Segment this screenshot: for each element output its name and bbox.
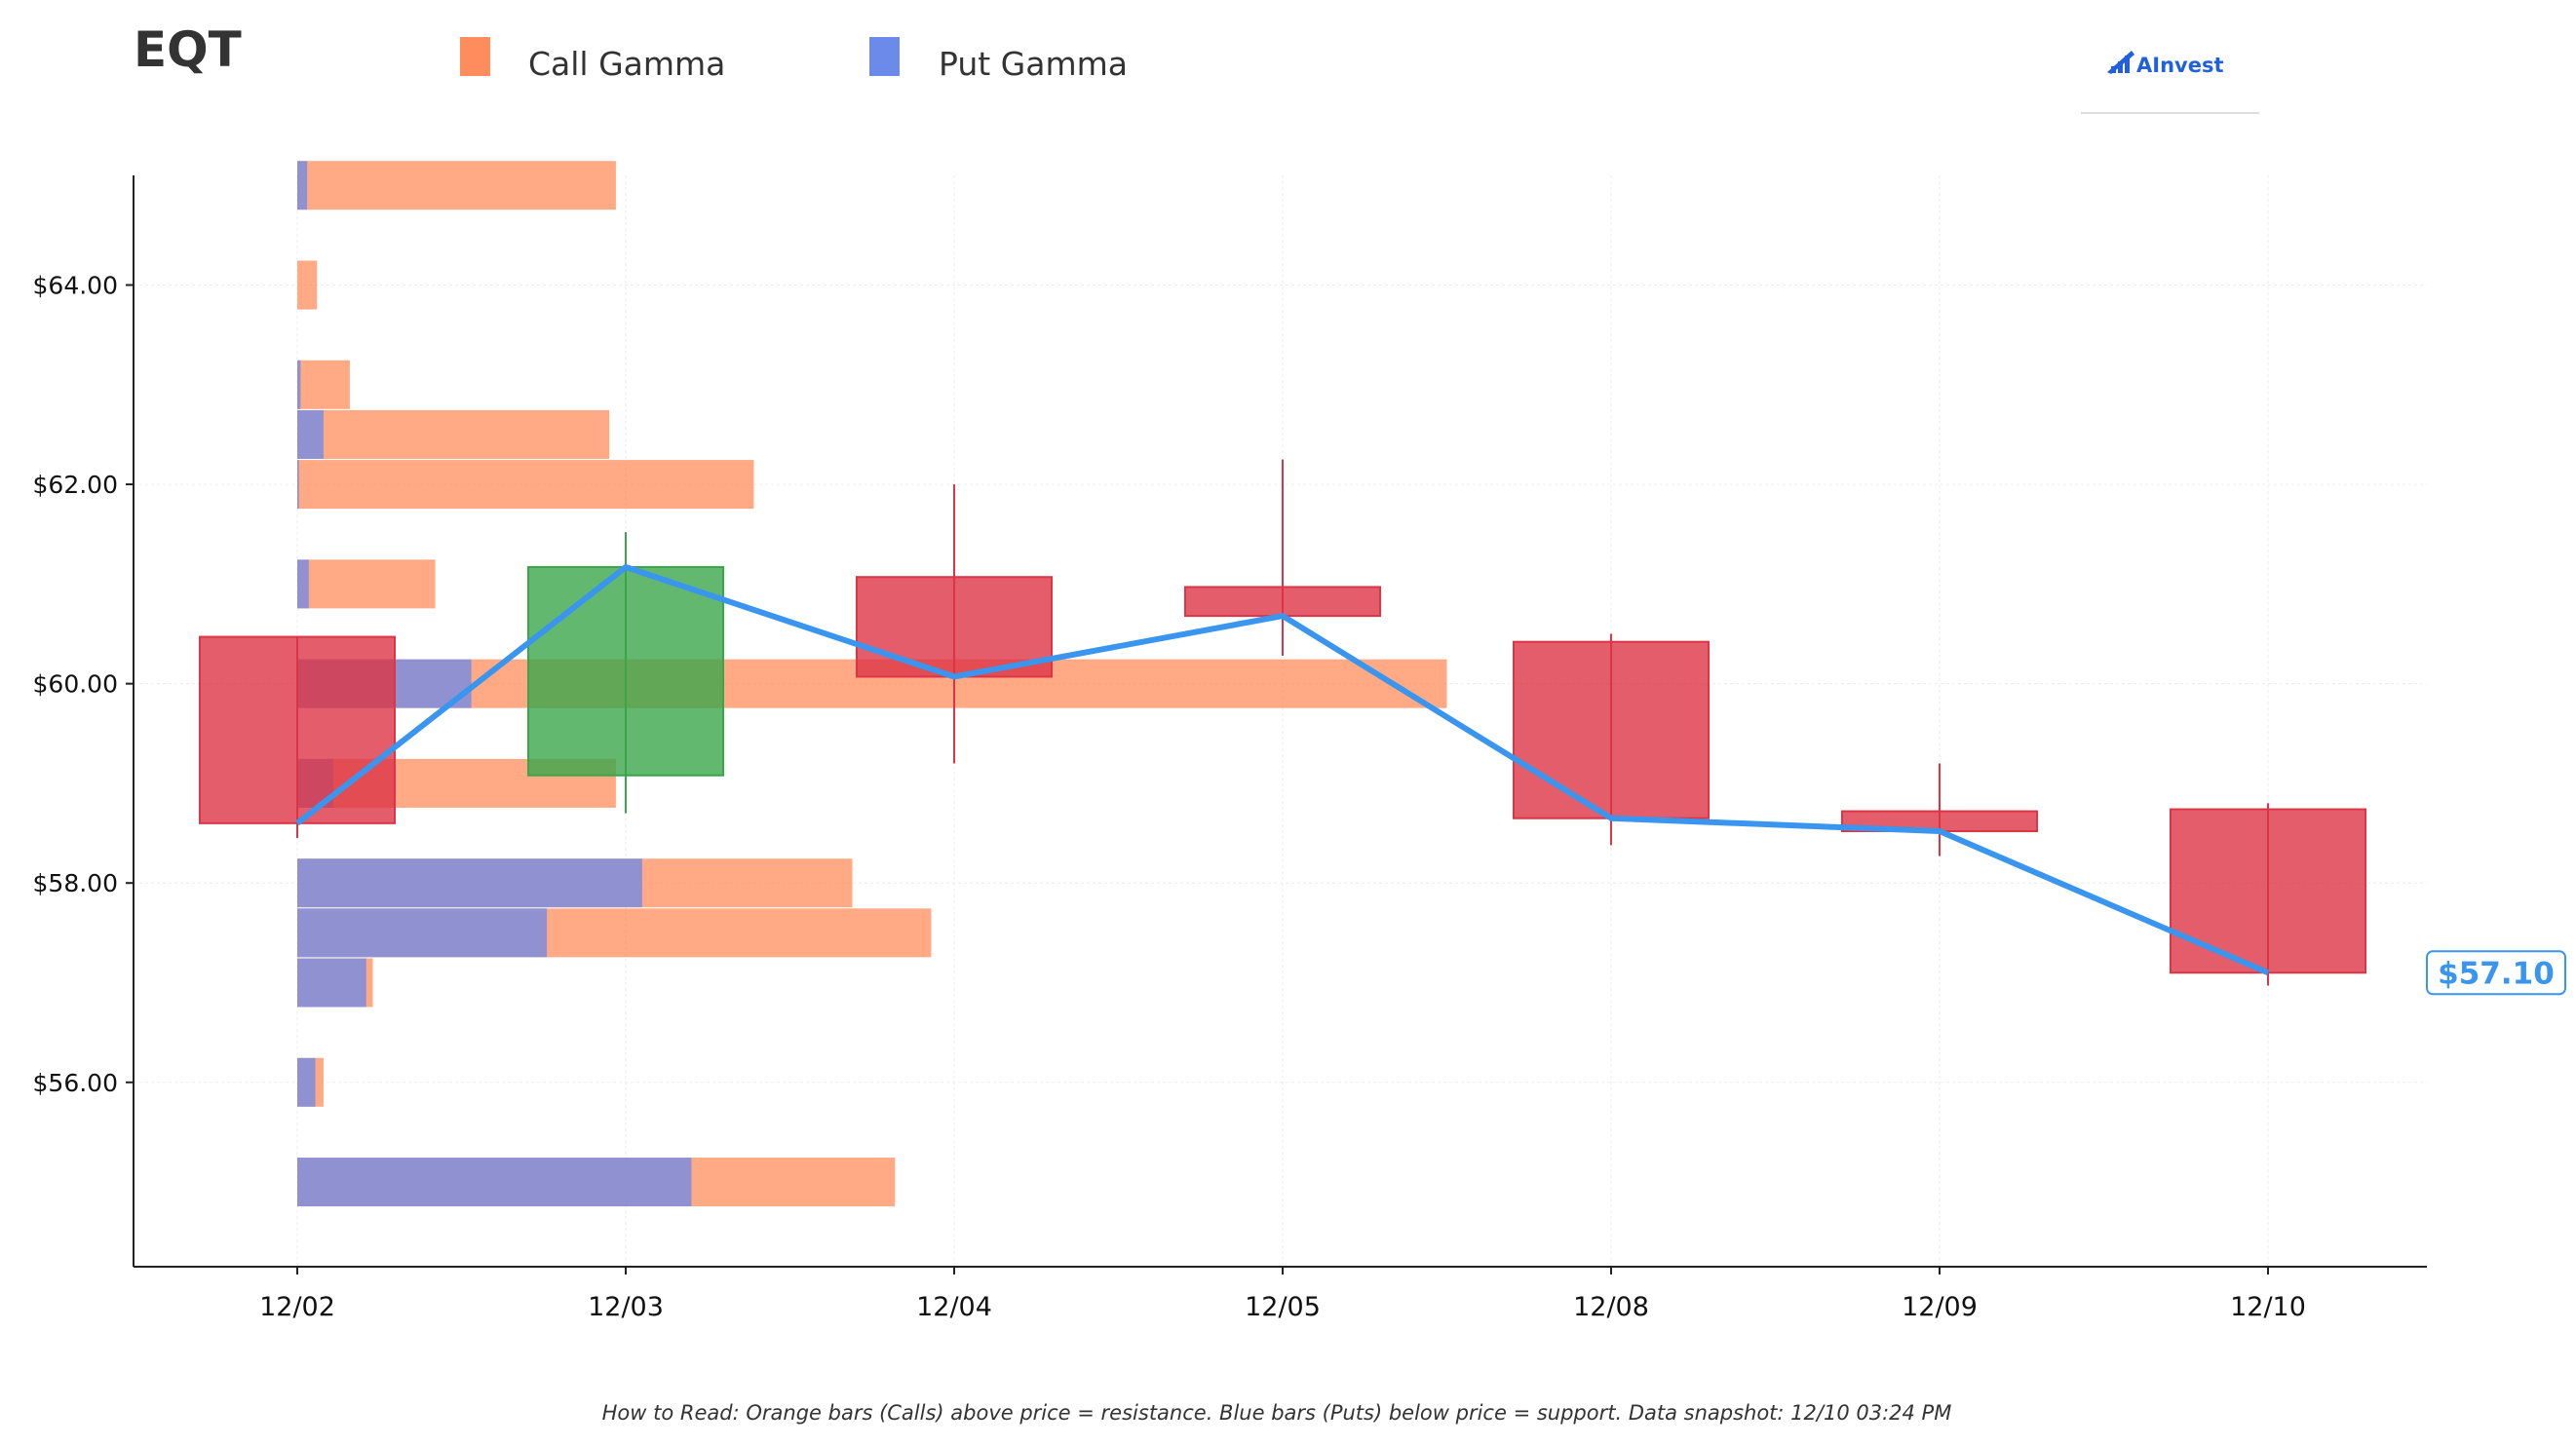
last-price-label-layer: $57.10	[2426, 950, 2566, 996]
call-gamma-bar	[297, 460, 754, 510]
put-gamma-bar	[297, 958, 366, 1008]
x-tick-label: 12/10	[2230, 1292, 2306, 1322]
ainvest-logo-icon	[2107, 51, 2134, 74]
candle-body	[2170, 808, 2366, 974]
close-line-layer	[295, 563, 2270, 976]
call-gamma-bar	[297, 360, 350, 409]
close-price-line	[295, 563, 2270, 976]
grid	[134, 175, 2427, 1267]
x-tick-label: 12/04	[916, 1292, 992, 1322]
call-gamma-bar	[297, 409, 610, 459]
put-gamma-bar	[297, 1057, 316, 1107]
last-price-box	[2426, 950, 2566, 996]
x-tick-label: 12/02	[259, 1292, 335, 1322]
footnote: How to Read: Orange bars (Calls) above p…	[602, 1401, 1952, 1425]
candle-body	[1513, 640, 1710, 819]
y-tick-label: $56.00	[33, 1069, 118, 1097]
candle-body	[1184, 586, 1381, 618]
legend-swatch-call	[460, 37, 490, 76]
put-gamma-bar	[297, 161, 308, 210]
x-tick-label: 12/05	[1245, 1292, 1321, 1322]
candles	[199, 459, 2366, 986]
brand-name: AInvest	[2136, 54, 2224, 77]
x-tick-label: 12/08	[1573, 1292, 1649, 1322]
put-gamma-bar	[297, 559, 309, 609]
candle-body	[199, 635, 396, 824]
y-tick-label: $62.00	[33, 471, 118, 499]
candle-body	[856, 576, 1053, 678]
brand-logo: AInvest	[2081, 51, 2259, 114]
legend-swatch-put	[869, 37, 900, 76]
put-gamma-bar	[297, 1158, 692, 1207]
chart-title: EQT	[134, 21, 242, 78]
y-tick-label: $64.00	[33, 272, 118, 300]
x-tick-label: 12/03	[588, 1292, 664, 1322]
y-tick-label: $60.00	[33, 670, 118, 699]
candle-body	[527, 565, 724, 777]
put-gamma-bar	[297, 409, 324, 459]
last-price-label: $57.10	[2438, 956, 2555, 991]
put-gamma-bar	[297, 858, 642, 908]
gamma-bars	[297, 161, 1447, 1207]
put-gamma-bar	[297, 360, 301, 409]
call-gamma-bar	[297, 161, 616, 210]
call-gamma-bar	[297, 260, 318, 310]
legend: Call Gamma Put Gamma	[460, 37, 1128, 83]
put-gamma-bar	[297, 908, 548, 958]
call-gamma-bar	[297, 559, 436, 609]
legend-label-put: Put Gamma	[939, 45, 1128, 83]
axes: $56.00 $58.00 $60.00 $62.00 $64.00 12/02 12/03…	[33, 175, 2427, 1322]
y-tick-label: $58.00	[33, 869, 118, 897]
legend-label-call: Call Gamma	[528, 45, 725, 83]
put-gamma-bar	[297, 460, 299, 510]
x-tick-label: 12/09	[1902, 1292, 1978, 1322]
